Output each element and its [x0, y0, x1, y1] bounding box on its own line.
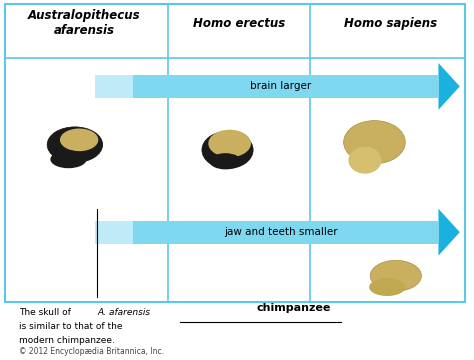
FancyBboxPatch shape	[95, 220, 438, 244]
Ellipse shape	[202, 131, 253, 168]
Ellipse shape	[370, 260, 421, 291]
FancyBboxPatch shape	[95, 75, 438, 98]
Ellipse shape	[348, 147, 382, 174]
Text: modern chimpanzee.: modern chimpanzee.	[19, 336, 115, 345]
Ellipse shape	[47, 127, 102, 163]
Text: Homo sapiens: Homo sapiens	[345, 17, 438, 30]
Text: Australopithecus
afarensis: Australopithecus afarensis	[28, 9, 141, 37]
Ellipse shape	[369, 278, 405, 296]
Ellipse shape	[60, 129, 99, 151]
Text: Homo erectus: Homo erectus	[193, 17, 285, 30]
Ellipse shape	[50, 150, 87, 168]
Polygon shape	[438, 63, 460, 110]
Ellipse shape	[210, 153, 241, 170]
Text: brain larger: brain larger	[250, 81, 311, 91]
Text: is similar to that of the: is similar to that of the	[19, 322, 122, 331]
Text: A. afarensis: A. afarensis	[97, 308, 150, 317]
Text: jaw and teeth smaller: jaw and teeth smaller	[224, 227, 337, 237]
FancyBboxPatch shape	[5, 4, 465, 302]
FancyBboxPatch shape	[95, 75, 133, 98]
Ellipse shape	[344, 121, 405, 164]
FancyBboxPatch shape	[95, 220, 133, 244]
Text: The skull of: The skull of	[19, 308, 74, 317]
Ellipse shape	[208, 130, 251, 157]
Polygon shape	[438, 209, 460, 256]
Text: © 2012 Encyclopædia Britannica, Inc.: © 2012 Encyclopædia Britannica, Inc.	[19, 347, 164, 356]
Text: chimpanzee: chimpanzee	[257, 303, 331, 313]
